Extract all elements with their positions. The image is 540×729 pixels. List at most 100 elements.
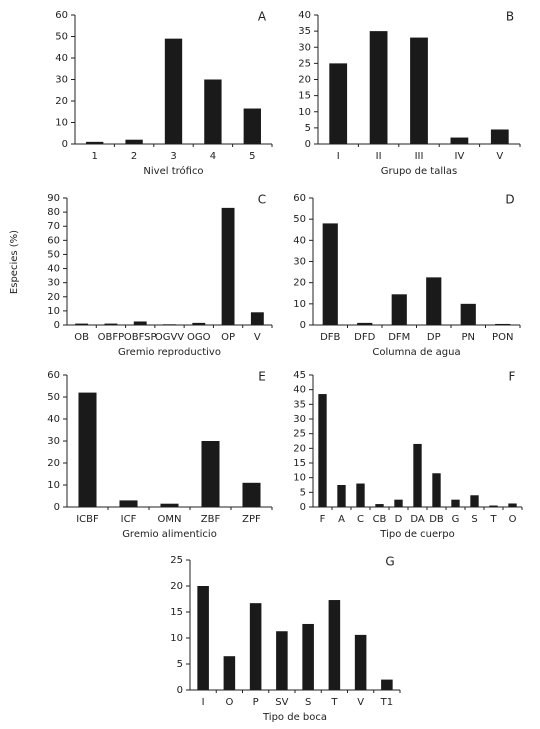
x-tick-label: S [305, 697, 311, 708]
bar [221, 207, 235, 325]
y-tick-label: 10 [47, 306, 60, 317]
bar [204, 79, 222, 144]
y-tick-label: 50 [47, 249, 60, 260]
bar [375, 504, 384, 507]
y-tick-label: 20 [47, 292, 60, 303]
x-tick-label: 4 [210, 151, 216, 162]
y-tick-label: 40 [293, 235, 306, 246]
bar [78, 392, 97, 507]
y-tick-label: 40 [293, 385, 306, 396]
y-tick-label: 60 [293, 193, 306, 204]
y-tick-label: 20 [47, 458, 60, 469]
x-tick-label: O [225, 697, 233, 708]
panel-label: F [509, 370, 516, 384]
bar [357, 322, 373, 325]
bar [250, 312, 264, 325]
bar [197, 586, 209, 690]
y-tick-label: 0 [305, 139, 311, 150]
y-tick-label: 40 [47, 414, 60, 425]
y-tick-label: 0 [300, 502, 306, 513]
x-tick-label: S [471, 514, 477, 525]
y-tick-label: 30 [47, 278, 60, 289]
bar [369, 31, 388, 144]
bar [337, 485, 346, 507]
bar [490, 129, 509, 144]
y-tick-label: 70 [47, 221, 60, 232]
x-tick-label: C [357, 514, 364, 525]
x-tick-label: A [338, 514, 345, 525]
y-tick-label: 0 [177, 685, 183, 696]
bar [164, 38, 183, 144]
x-tick-label: PON [492, 332, 513, 343]
bar [242, 482, 261, 507]
y-axis-label: Especies (%) [9, 230, 20, 294]
bar [119, 500, 138, 507]
bar [470, 495, 479, 507]
y-tick-label: 0 [54, 502, 60, 513]
bar [413, 443, 422, 507]
x-tick-label: OBFP [98, 332, 125, 343]
panel-label: D [505, 193, 514, 207]
x-axis-label: Grupo de tallas [381, 166, 457, 177]
y-tick-label: 60 [47, 235, 60, 246]
x-tick-label: 2 [131, 151, 137, 162]
x-tick-label: 3 [170, 151, 176, 162]
bar [276, 631, 288, 690]
panel-label: A [258, 10, 267, 24]
x-tick-label: V [254, 332, 261, 343]
x-tick-label: ZBF [201, 514, 221, 525]
x-tick-label: V [496, 151, 503, 162]
y-tick-label: 10 [293, 473, 306, 484]
y-tick-label: 60 [55, 10, 68, 21]
y-tick-label: 30 [47, 436, 60, 447]
y-tick-label: 50 [293, 214, 306, 225]
y-tick-label: 5 [177, 659, 183, 670]
bar [160, 503, 179, 507]
x-axis-label: Tipo de boca [262, 712, 327, 723]
x-tick-label: DA [410, 514, 425, 525]
bar [75, 323, 89, 325]
y-tick-label: 0 [300, 320, 306, 331]
x-axis-label: Gremio reproductivo [118, 347, 221, 358]
y-tick-label: 30 [293, 414, 306, 425]
x-axis-label: Tipo de cuerpo [379, 529, 454, 540]
bar [394, 499, 403, 507]
x-axis-label: Columna de agua [372, 347, 460, 358]
y-tick-label: 25 [170, 555, 183, 566]
x-tick-label: OGO [187, 332, 211, 343]
bar [460, 303, 476, 325]
bar [192, 322, 206, 325]
bar [163, 324, 176, 325]
y-tick-label: 45 [293, 370, 306, 381]
bar [243, 108, 261, 144]
bar [489, 505, 498, 507]
y-tick-label: 40 [298, 10, 311, 21]
y-tick-label: 0 [62, 139, 68, 150]
panel-label: E [258, 370, 266, 384]
x-tick-label: CB [373, 514, 387, 525]
bar [495, 323, 511, 325]
bar [302, 623, 314, 690]
bar [451, 499, 460, 507]
x-tick-label: OGVV [155, 332, 184, 343]
y-tick-label: 30 [293, 257, 306, 268]
y-tick-label: 35 [298, 26, 311, 37]
y-tick-label: 10 [55, 118, 68, 129]
bar [381, 679, 393, 690]
x-tick-label: ICF [121, 514, 137, 525]
y-tick-label: 5 [305, 123, 311, 134]
bar [426, 277, 442, 325]
y-tick-label: 25 [293, 429, 306, 440]
x-tick-label: PN [461, 332, 475, 343]
x-tick-label: ZPF [242, 514, 261, 525]
panel-label: B [506, 10, 514, 24]
bar [450, 137, 469, 144]
bar [329, 63, 348, 144]
x-tick-label: F [320, 514, 326, 525]
x-axis-label: Nivel trófico [143, 165, 203, 177]
y-tick-label: 90 [47, 193, 60, 204]
x-axis-label: Gremio alimenticio [122, 529, 217, 540]
x-tick-label: III [415, 151, 424, 162]
x-tick-label: OBFSP [124, 332, 157, 343]
